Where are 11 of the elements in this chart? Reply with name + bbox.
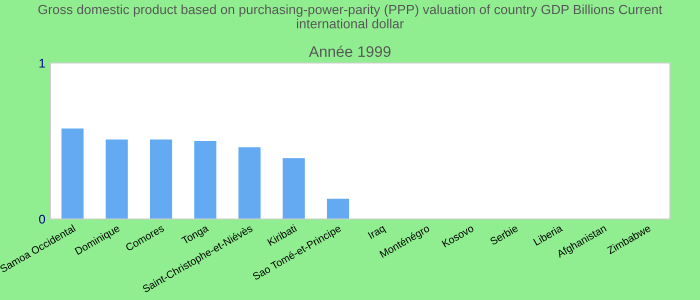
chart-title: Gross domestic product based on purchasing-power-parity (PPP) valuation of country GDP Billions Current international dollar (38, 4, 662, 28)
bar (61, 128, 84, 219)
bar (282, 158, 305, 219)
bar (150, 139, 172, 219)
y-tick-label: 1 (40, 58, 45, 68)
bar (238, 147, 261, 219)
bar (326, 198, 350, 219)
y-tick-label: 0 (39, 214, 46, 224)
bar (194, 141, 216, 219)
bar (106, 139, 128, 219)
chart-subtitle: Année 1999 (308, 46, 390, 57)
